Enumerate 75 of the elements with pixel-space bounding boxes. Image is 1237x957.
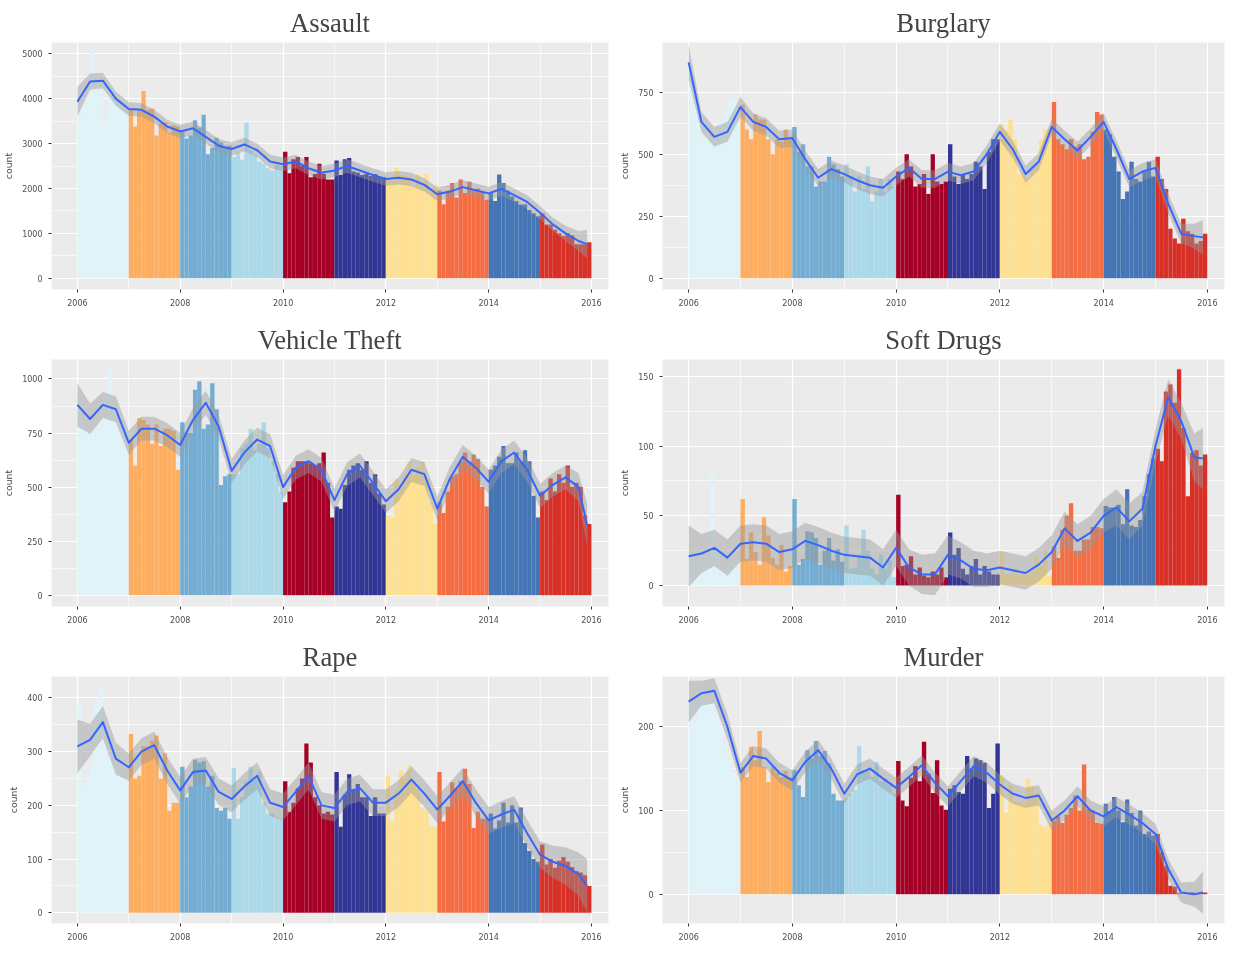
y-tick-label: 300	[27, 748, 43, 758]
y-axis-title: count	[619, 469, 631, 497]
y-tick-label: 200	[638, 723, 654, 733]
x-tick-label: 2008	[782, 615, 803, 625]
x-tick-label: 2016	[1197, 932, 1218, 942]
chart-title: Burglary	[896, 7, 992, 38]
y-tick-label: 0	[648, 890, 654, 900]
y-tick-label: 4000	[22, 95, 43, 105]
y-axis-title: count	[619, 786, 631, 814]
x-tick-label: 2012	[375, 932, 396, 942]
x-tick-label: 2010	[272, 298, 294, 308]
x-tick-label: 2006	[67, 298, 88, 308]
x-tick-label: 2006	[678, 615, 699, 625]
x-tick-label: 2014	[478, 932, 499, 942]
x-tick-label: 2014	[1093, 615, 1114, 625]
y-tick-label: 0	[648, 274, 654, 284]
x-tick-label: 2016	[1197, 615, 1218, 625]
x-tick-label: 2016	[581, 298, 602, 308]
y-tick-label: 250	[638, 212, 654, 222]
x-tick-label: 2008	[782, 298, 803, 308]
y-tick-label: 2000	[22, 184, 43, 194]
x-tick-label: 2010	[885, 932, 907, 942]
x-tick-label: 2006	[67, 615, 88, 625]
chart-title: Vehicle Theft	[257, 324, 403, 355]
x-tick-label: 2008	[782, 932, 803, 942]
x-tick-label: 2006	[67, 932, 88, 942]
y-tick-label: 0	[37, 591, 43, 601]
x-tick-label: 2010	[272, 615, 294, 625]
y-tick-label: 5000	[22, 50, 43, 60]
x-tick-label: 2012	[989, 932, 1010, 942]
chart-title: Murder	[903, 641, 984, 672]
y-tick-label: 500	[27, 483, 43, 493]
y-tick-label: 500	[638, 150, 654, 160]
x-tick-label: 2012	[375, 298, 396, 308]
y-tick-label: 50	[643, 512, 654, 522]
x-tick-label: 2014	[478, 615, 499, 625]
y-axis-title: count	[3, 469, 15, 497]
x-tick-label: 2010	[885, 298, 907, 308]
y-tick-label: 750	[638, 88, 654, 98]
y-tick-label: 1000	[22, 375, 43, 385]
x-tick-label: 2010	[885, 615, 907, 625]
y-tick-label: 3000	[22, 140, 43, 150]
y-axis-title: count	[3, 152, 15, 180]
x-tick-label: 2016	[581, 932, 602, 942]
y-tick-label: 100	[27, 855, 43, 865]
y-tick-label: 400	[27, 694, 43, 704]
x-tick-label: 2014	[478, 298, 499, 308]
x-tick-label: 2016	[1197, 298, 1218, 308]
x-tick-label: 2008	[169, 298, 191, 308]
y-tick-label: 1000	[22, 229, 43, 239]
x-tick-label: 2012	[989, 298, 1010, 308]
x-tick-label: 2010	[272, 932, 294, 942]
chart-title: Rape	[302, 641, 358, 672]
x-tick-label: 2012	[375, 615, 396, 625]
x-tick-label: 2008	[169, 932, 191, 942]
y-tick-label: 250	[27, 537, 43, 547]
x-tick-label: 2006	[678, 932, 699, 942]
x-tick-label: 2008	[169, 615, 191, 625]
y-tick-label: 100	[638, 806, 654, 816]
y-tick-label: 750	[27, 429, 43, 439]
chart-title: Assault	[290, 7, 371, 38]
y-axis-title: count	[619, 152, 631, 180]
chart-title: Soft Drugs	[885, 324, 1002, 355]
y-tick-label: 200	[27, 801, 43, 811]
y-tick-label: 0	[37, 909, 43, 919]
y-tick-label: 0	[37, 274, 43, 284]
y-tick-label: 0	[648, 582, 654, 592]
y-tick-label: 150	[638, 372, 654, 382]
x-tick-label: 2012	[989, 615, 1010, 625]
x-tick-label: 2014	[1093, 298, 1114, 308]
x-tick-label: 2014	[1093, 932, 1114, 942]
y-tick-label: 100	[638, 442, 654, 452]
x-tick-label: 2006	[678, 298, 699, 308]
y-axis-title: count	[8, 786, 20, 814]
x-tick-label: 2016	[581, 615, 602, 625]
